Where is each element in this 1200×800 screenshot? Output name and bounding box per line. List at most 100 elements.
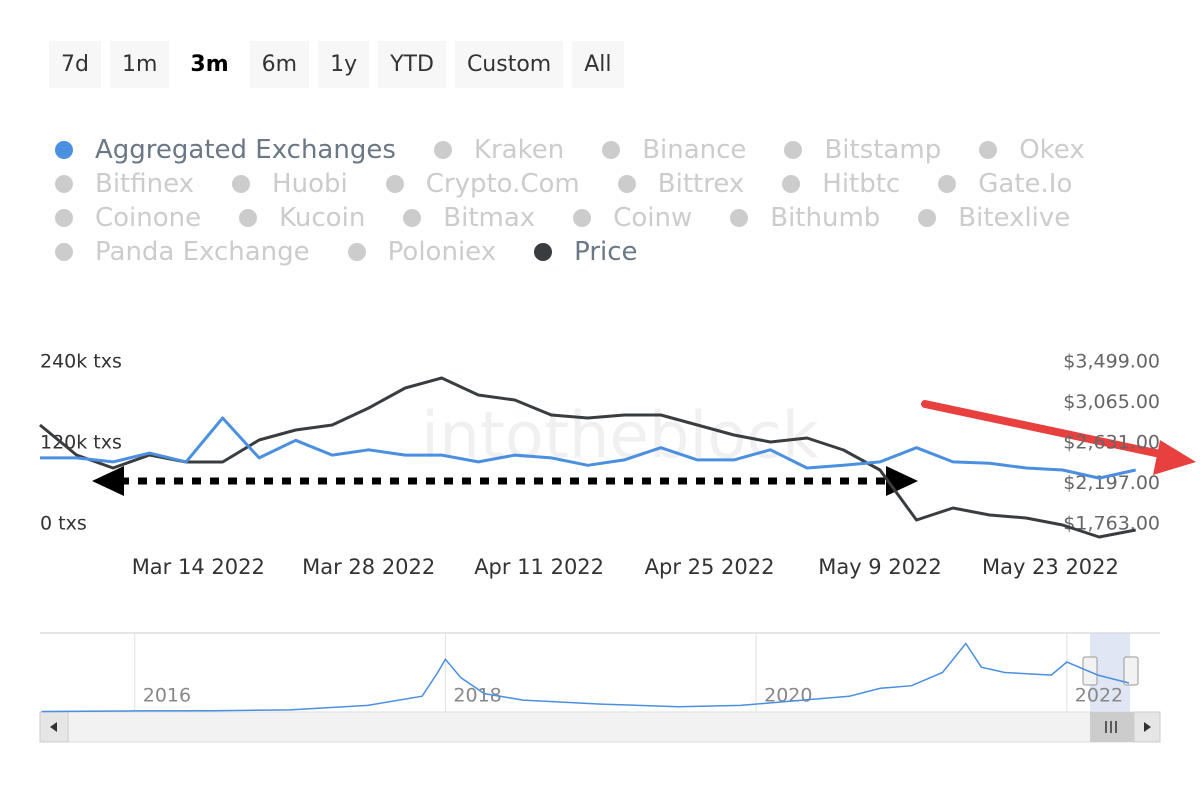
legend-label: Kucoin bbox=[279, 203, 366, 233]
legend-label: Coinw bbox=[613, 203, 693, 233]
legend-marker bbox=[385, 175, 404, 193]
range-button[interactable]: 3m bbox=[178, 41, 241, 88]
legend-item[interactable]: Crypto.Com bbox=[385, 167, 580, 201]
legend-marker bbox=[433, 141, 452, 159]
legend-item[interactable]: Hitbtc bbox=[782, 167, 900, 201]
legend-label: Bithumb bbox=[770, 203, 881, 233]
series-line bbox=[40, 416, 1137, 480]
legend: Aggregated Exchanges Kraken Binance Bitstam… bbox=[55, 133, 1165, 269]
legend-marker bbox=[784, 141, 803, 159]
scroll-right-button[interactable] bbox=[1133, 711, 1161, 743]
scrollbar-track[interactable] bbox=[39, 711, 1161, 743]
legend-label: Crypto.Com bbox=[425, 169, 580, 199]
legend-label: Gate.Io bbox=[978, 169, 1073, 199]
legend-marker bbox=[55, 175, 73, 193]
legend-marker bbox=[534, 243, 553, 261]
legend-item[interactable]: Panda Exchange bbox=[55, 235, 310, 269]
legend-label: Hitbtc bbox=[822, 169, 901, 199]
legend-item[interactable]: Kraken bbox=[433, 133, 565, 167]
legend-label: Panda Exchange bbox=[95, 237, 310, 267]
y-tick-label: 240k txs bbox=[40, 351, 122, 373]
annotation-arrow bbox=[921, 400, 1169, 459]
range-buttons: 7d 1m 3m 6m 1y YTD Custom All bbox=[49, 41, 624, 88]
legend-item[interactable]: Aggregated Exchanges bbox=[55, 133, 396, 167]
legend-label: Bittrex bbox=[657, 169, 745, 199]
legend-item[interactable]: Kucoin bbox=[239, 201, 365, 235]
legend-label: Bitexlive bbox=[958, 203, 1071, 233]
legend-label: Aggregated Exchanges bbox=[95, 135, 396, 165]
range-button[interactable]: Custom bbox=[454, 41, 564, 88]
legend-item[interactable]: Binance bbox=[602, 133, 746, 167]
legend-label: Bitfinex bbox=[95, 169, 195, 199]
scrollbar-grip bbox=[1105, 721, 1117, 733]
legend-item[interactable]: Okex bbox=[979, 133, 1085, 167]
y-tick-label: 0 txs bbox=[40, 513, 87, 535]
legend-item[interactable]: Bitfinex bbox=[55, 167, 194, 201]
x-tick-label: Mar 28 2022 bbox=[302, 555, 435, 579]
legend-item[interactable]: Bitstamp bbox=[784, 133, 941, 167]
legend-marker bbox=[617, 175, 636, 193]
legend-marker bbox=[403, 209, 422, 227]
legend-marker bbox=[602, 141, 621, 159]
y2-tick-label: $3,065.00 bbox=[1063, 391, 1160, 413]
legend-label: Coinone bbox=[95, 203, 202, 233]
legend-marker bbox=[782, 175, 801, 193]
range-button[interactable]: 1y bbox=[318, 41, 370, 88]
scroll-left-icon bbox=[50, 722, 57, 732]
x-tick-label: May 23 2022 bbox=[982, 555, 1119, 579]
annotation-arrowhead bbox=[1153, 440, 1196, 475]
annotation-arrowhead bbox=[886, 466, 918, 496]
legend-marker bbox=[232, 175, 251, 193]
scroll-right-icon bbox=[1144, 722, 1151, 732]
y2-tick-label: $2,197.00 bbox=[1063, 472, 1160, 494]
navigator-line bbox=[41, 642, 1130, 713]
legend-item[interactable]: Coinw bbox=[573, 201, 692, 235]
navigator-tick-label: 2018 bbox=[453, 685, 501, 707]
y-tick-label: 120k txs bbox=[40, 432, 122, 454]
legend-label: Kraken bbox=[473, 135, 565, 165]
legend-item[interactable]: Bitmax bbox=[403, 201, 535, 235]
range-button[interactable]: All bbox=[572, 41, 624, 88]
legend-marker bbox=[347, 243, 366, 261]
range-button[interactable]: 6m bbox=[249, 41, 310, 88]
legend-marker bbox=[55, 141, 73, 159]
legend-marker bbox=[938, 175, 957, 193]
legend-label: Price bbox=[574, 237, 638, 267]
legend-label: Okex bbox=[1019, 135, 1085, 165]
x-tick-label: Apr 25 2022 bbox=[645, 555, 775, 579]
legend-marker bbox=[55, 243, 73, 261]
legend-item[interactable]: Gate.Io bbox=[938, 167, 1072, 201]
legend-marker bbox=[979, 141, 998, 159]
x-tick-label: Mar 14 2022 bbox=[132, 555, 265, 579]
range-button[interactable]: YTD bbox=[378, 41, 446, 88]
legend-label: Huobi bbox=[272, 169, 348, 199]
legend-item[interactable]: Bittrex bbox=[617, 167, 745, 201]
range-button[interactable]: 1m bbox=[109, 41, 170, 88]
legend-label: Bitmax bbox=[443, 203, 536, 233]
legend-item[interactable]: Coinone bbox=[55, 201, 201, 235]
legend-item[interactable]: Poloniex bbox=[347, 235, 497, 269]
legend-item[interactable]: Huobi bbox=[232, 167, 348, 201]
navigator-tick-label: 2016 bbox=[143, 685, 191, 707]
navigator-tick-label: 2022 bbox=[1075, 685, 1123, 707]
legend-marker bbox=[55, 209, 73, 227]
annotation-arrowhead bbox=[92, 466, 124, 496]
legend-label: Poloniex bbox=[387, 237, 497, 267]
navigator-handle[interactable] bbox=[1123, 656, 1139, 686]
legend-item[interactable]: Price bbox=[534, 235, 638, 269]
y2-tick-label: $3,499.00 bbox=[1063, 351, 1160, 373]
legend-marker bbox=[918, 209, 937, 227]
legend-label: Bitstamp bbox=[824, 135, 942, 165]
legend-marker bbox=[573, 209, 592, 227]
y2-tick-label: $1,763.00 bbox=[1063, 513, 1160, 535]
legend-label: Binance bbox=[642, 135, 747, 165]
x-tick-label: May 9 2022 bbox=[818, 555, 942, 579]
legend-item[interactable]: Bithumb bbox=[730, 201, 880, 235]
scrollbar-thumb[interactable] bbox=[1090, 712, 1134, 742]
series-line bbox=[39, 376, 1136, 539]
legend-marker bbox=[730, 209, 749, 227]
range-button[interactable]: 7d bbox=[49, 41, 101, 88]
legend-item[interactable]: Bitexlive bbox=[918, 201, 1070, 235]
